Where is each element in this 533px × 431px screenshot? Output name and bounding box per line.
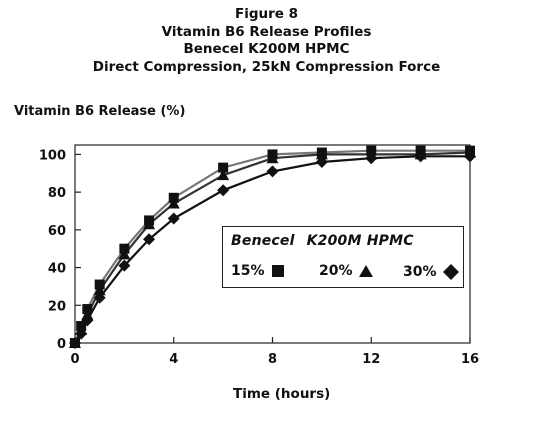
data-point-triangle xyxy=(315,148,328,160)
data-point-triangle xyxy=(266,152,279,164)
data-point-square xyxy=(218,162,229,173)
data-point-diamond xyxy=(464,150,476,163)
y-tick-label: 40 xyxy=(48,262,66,277)
data-point-diamond xyxy=(143,233,156,246)
data-point-diamond xyxy=(266,165,279,178)
y-tick-label: 60 xyxy=(48,224,66,239)
data-point-triangle xyxy=(118,248,131,260)
data-point-triangle xyxy=(167,197,180,209)
triangle-marker-icon xyxy=(358,265,373,277)
legend-title-brand: Benecel xyxy=(231,233,295,249)
data-point-triangle xyxy=(93,284,106,296)
data-point-diamond xyxy=(118,259,131,272)
x-tick-label: 0 xyxy=(70,352,79,367)
axes: 0 20 40 60 80 100 0 4 8 12 16 xyxy=(39,148,479,367)
y-tick-label: 20 xyxy=(48,299,66,314)
data-point-diamond xyxy=(81,314,94,327)
x-tick-label: 16 xyxy=(461,352,479,367)
data-point-diamond xyxy=(75,327,88,340)
legend: Benecel K200M HPMC 15% 20% 30% xyxy=(222,226,464,288)
legend-item-20: 20% xyxy=(319,263,374,279)
data-point-triangle xyxy=(143,218,156,230)
legend-label-20: 20% xyxy=(319,263,353,279)
y-tick-label: 100 xyxy=(39,148,66,163)
data-point-triangle xyxy=(81,308,94,320)
legend-title-grade: K200M HPMC xyxy=(306,233,414,249)
data-point-diamond xyxy=(414,150,427,163)
y-tick-label: 80 xyxy=(48,186,66,201)
data-point-diamond xyxy=(217,184,230,197)
series-markers xyxy=(69,145,476,349)
chart-subtitle-process: Direct Compression, 25kN Compression For… xyxy=(92,58,441,75)
data-point-diamond xyxy=(69,337,81,349)
diamond-marker-icon xyxy=(442,264,459,280)
x-axis-label: Time (hours) xyxy=(233,386,331,402)
data-point-diamond xyxy=(315,155,328,168)
x-tick-label: 8 xyxy=(268,352,277,367)
figure-number: Figure 8 xyxy=(234,6,299,22)
legend-item-30: 30% xyxy=(403,263,460,281)
chart-titles: Figure 8 Vitamin B6 Release Profiles Ben… xyxy=(0,6,533,76)
data-point-diamond xyxy=(365,152,378,165)
legend-label-30: 30% xyxy=(403,264,437,280)
x-tick-label: 4 xyxy=(169,352,178,367)
data-point-diamond xyxy=(93,291,106,304)
data-point-triangle xyxy=(217,169,230,181)
y-axis-label: Vitamin B6 Release (%) xyxy=(14,104,186,119)
chart-title: Vitamin B6 Release Profiles xyxy=(161,23,372,40)
square-marker-icon xyxy=(271,265,284,277)
y-tick-label: 0 xyxy=(57,337,66,352)
data-point-diamond xyxy=(167,212,180,225)
x-tick-label: 12 xyxy=(362,352,380,367)
legend-item-15: 15% xyxy=(231,263,286,279)
chart-subtitle-material: Benecel K200M HPMC xyxy=(183,41,350,57)
legend-label-15: 15% xyxy=(231,263,265,279)
legend-title: Benecel K200M HPMC xyxy=(231,233,414,249)
